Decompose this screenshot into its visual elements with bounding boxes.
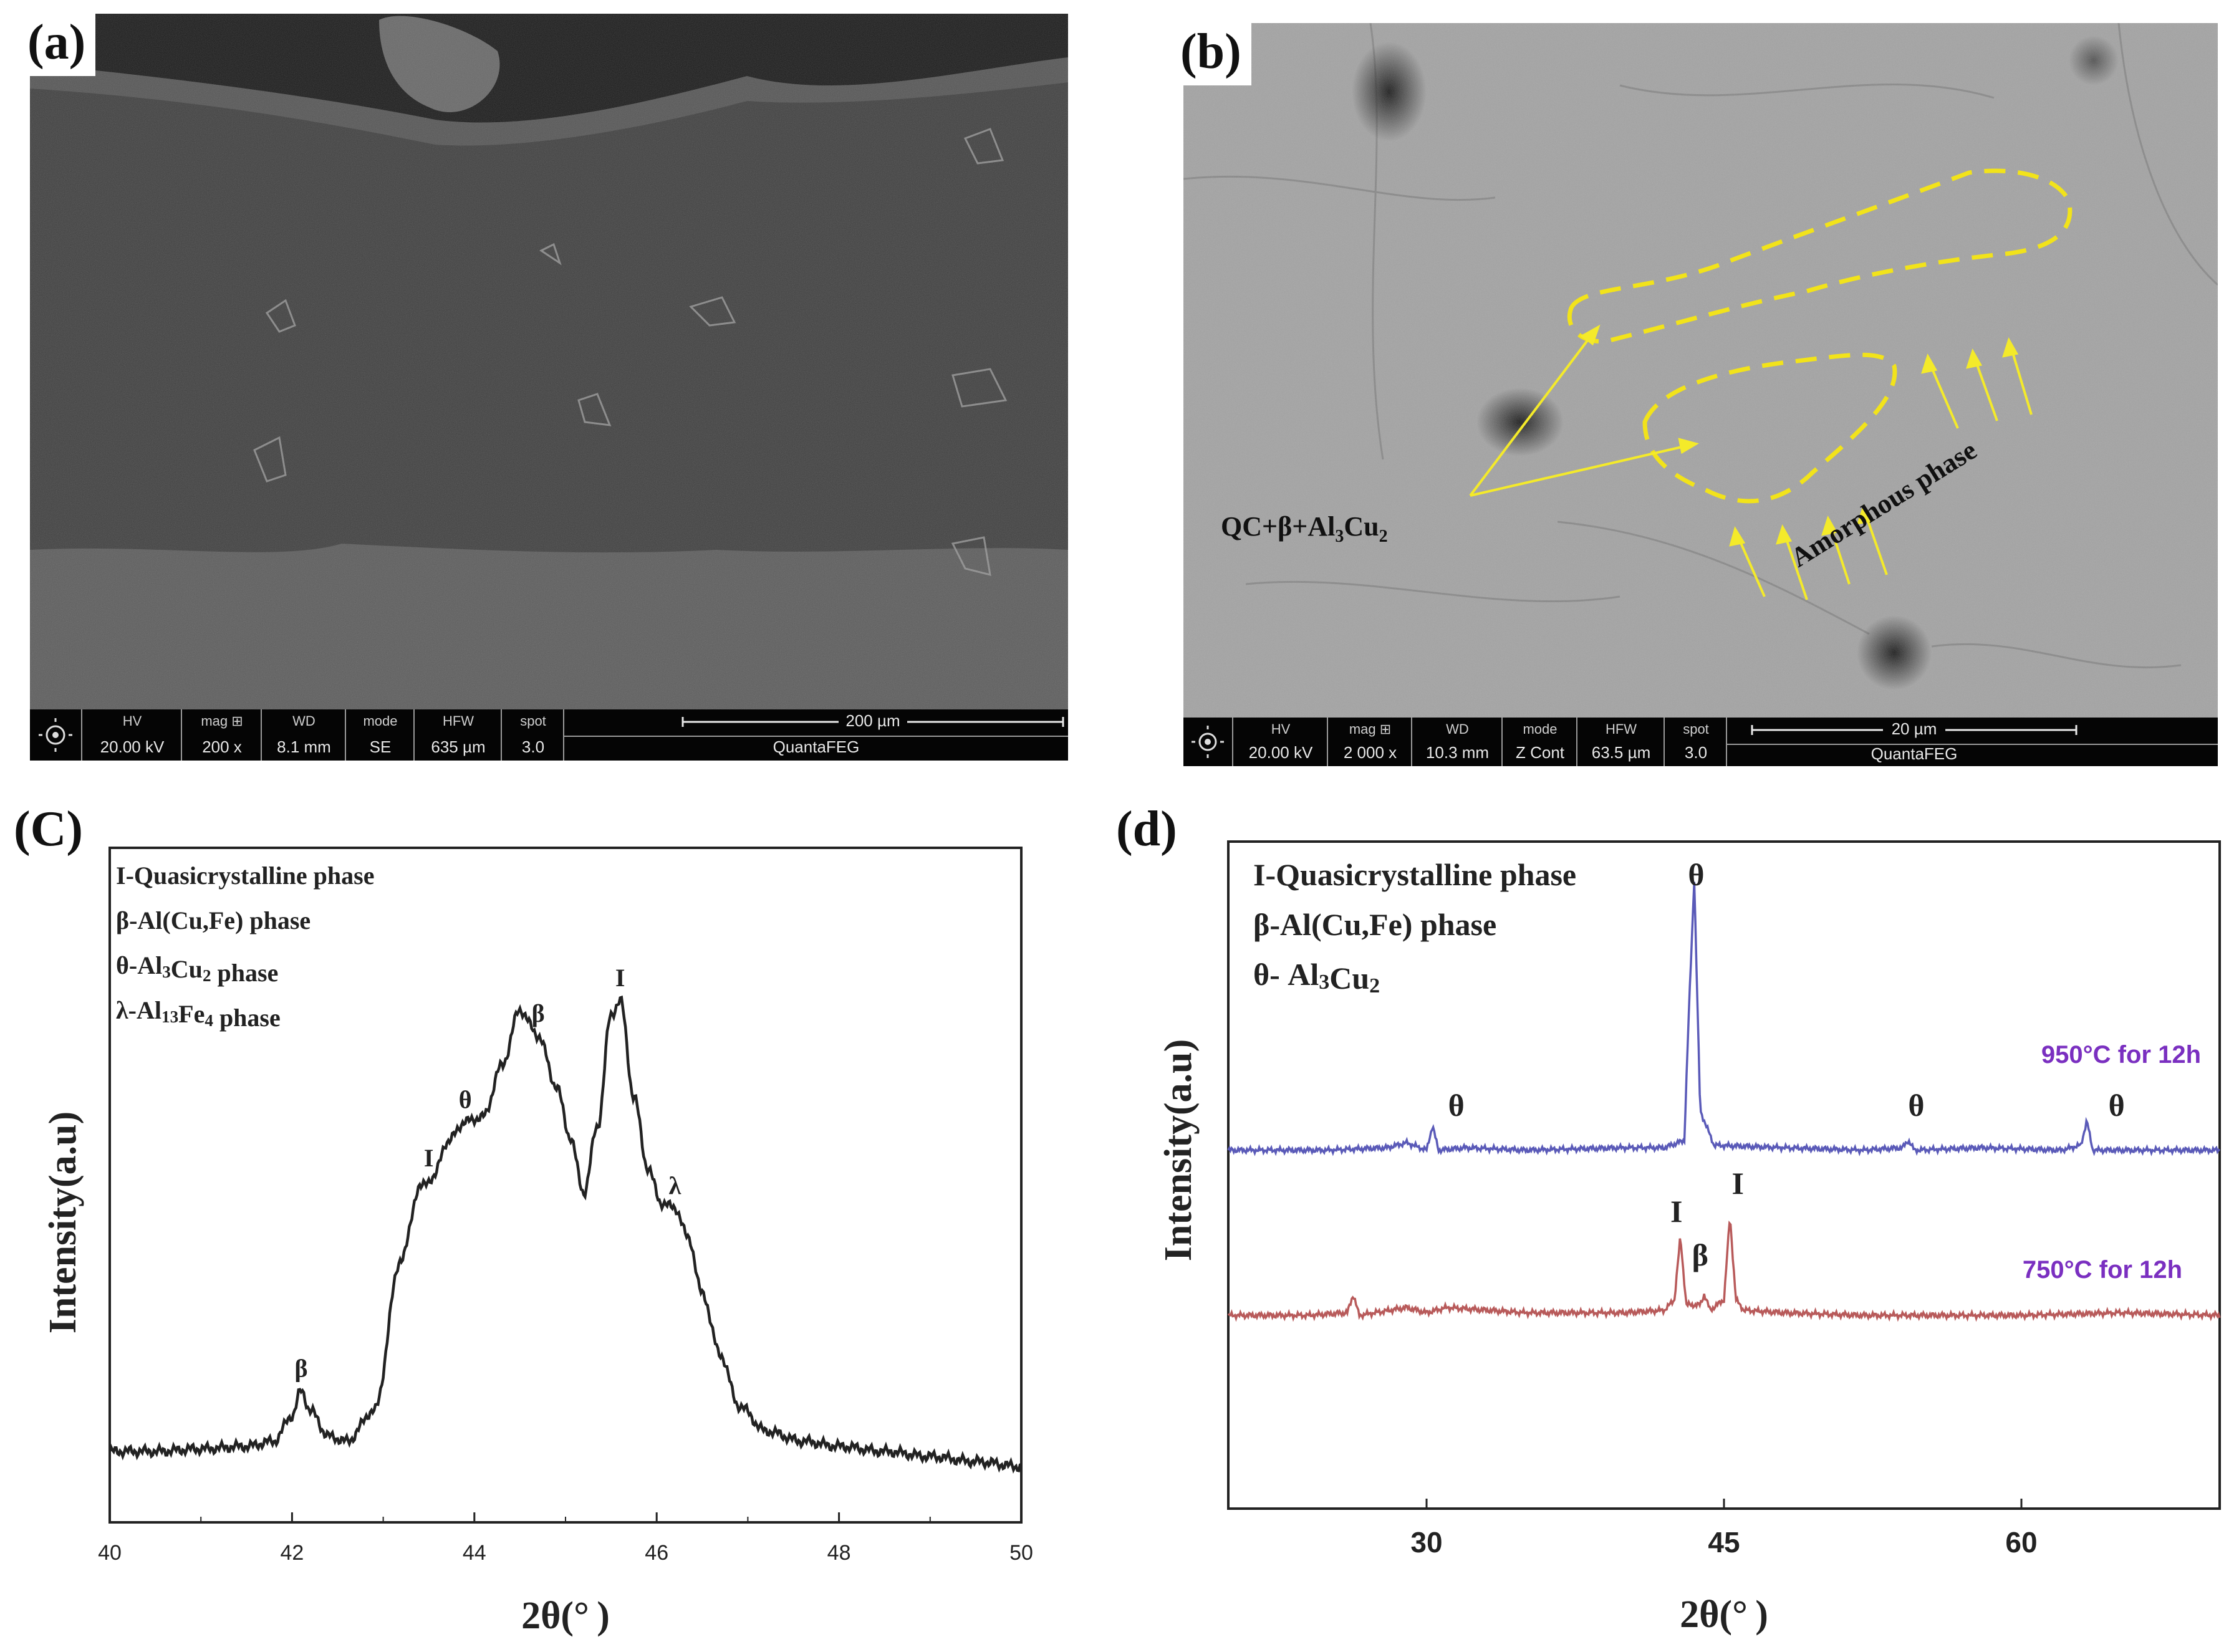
sem-databar-a: HV 20.00 kV mag ⊞ 200 x WD 8.1 mm mode SE HF… [30, 709, 1068, 761]
panel-label-d: (d) [1116, 802, 1177, 857]
legend-line: β-Al(Cu,Fe) phase [1253, 907, 1496, 942]
x-tick-label: 50 [1009, 1541, 1033, 1565]
peak-label: β [294, 1354, 307, 1382]
instrument-name-b: QuantaFEG [1871, 744, 1958, 763]
legend-line: I-Quasicrystalline phase [1253, 857, 1576, 892]
scale-bar-a [681, 712, 1064, 731]
databar-mag: mag ⊞ 2 000 x [1327, 718, 1412, 766]
series-label-950: 950°C for 12h [2041, 1041, 2201, 1069]
y-axis-label: Intensity(a.u) [1157, 1039, 1200, 1262]
xrd-curve-c [108, 995, 1023, 1474]
x-tick-label: 60 [2005, 1526, 2037, 1558]
fei-logo-icon [30, 709, 81, 761]
x-tick-label: 40 [98, 1541, 122, 1565]
peak-label: θ [1448, 1088, 1465, 1123]
x-tick-label: 45 [1708, 1526, 1740, 1558]
panel-label-a: (a) [22, 12, 96, 76]
peak-label: I [424, 1144, 434, 1172]
x-axis-label: 2θ(° ) [521, 1595, 610, 1637]
peak-label: θ [1688, 857, 1704, 892]
panel-label-b: (b) [1175, 22, 1251, 85]
databar-wd: WD 8.1 mm [261, 709, 346, 761]
scale-bar-b [1751, 720, 2078, 739]
legend-line: θ- Al3Cu2 [1253, 957, 1380, 997]
xrd-curve-d-0 [1227, 881, 2221, 1156]
legend-line: λ-Al13Fe4 phase [116, 996, 281, 1032]
legend-line: I-Quasicrystalline phase [116, 862, 374, 890]
databar-scale: 20 µm QuantaFEG [1726, 718, 2218, 766]
peak-label: β [532, 999, 545, 1027]
xrd-chart-c: 40 42 44 46 48 50 2θ(° ) Intensity(a.u) β Iθ β Iλ I-… [42, 847, 1033, 1637]
peak-label: I [615, 964, 625, 992]
databar-hfw: HFW 635 µm [413, 709, 502, 761]
legend-line: θ-Al3Cu2 phase [116, 951, 278, 987]
peak-label: λ [669, 1172, 681, 1200]
sem-micrograph-b [1183, 23, 2218, 766]
x-tick-label: 30 [1410, 1526, 1442, 1558]
xrd-curve-d-1 [1227, 1220, 2221, 1322]
panel-label-c: (C) [14, 802, 84, 857]
annotation-qc-beta-al3cu2: QC+β+Al3Cu2 [1221, 511, 1388, 546]
databar-spot: spot 3.0 [501, 709, 564, 761]
fei-logo-icon [1183, 718, 1232, 766]
sem-image-a: HV 20.00 kV mag ⊞ 200 x WD 8.1 mm mode SE HF… [30, 14, 1068, 761]
peak-label: I [1670, 1194, 1682, 1229]
xrd-chart-d: 30 45 60 2θ(° ) Intensity(a.u) 950°C for 12h 7… [1157, 840, 2221, 1636]
legend-line: β-Al(Cu,Fe) phase [116, 906, 311, 934]
x-tick-label: 46 [645, 1541, 668, 1565]
databar-spot: spot 3.0 [1664, 718, 1727, 766]
x-tick-label: 44 [463, 1541, 486, 1565]
scale-bar-label-a: 200 µm [845, 711, 900, 730]
databar-hfw: HFW 63.5 µm [1576, 718, 1665, 766]
x-tick-label: 48 [827, 1541, 851, 1565]
databar-mode: mode Z Cont [1501, 718, 1577, 766]
databar-mode: mode SE [345, 709, 415, 761]
x-axis-label: 2θ(° ) [1680, 1593, 1768, 1636]
peak-label: θ [459, 1085, 472, 1113]
databar-wd: WD 10.3 mm [1411, 718, 1503, 766]
y-axis-label: Intensity(a.u) [42, 1112, 84, 1334]
series-label-750: 750°C for 12h [2023, 1256, 2182, 1284]
peak-label: θ [2109, 1088, 2125, 1123]
scale-bar-label-b: 20 µm [1891, 719, 1937, 738]
databar-scale: 200 µm QuantaFEG [563, 709, 1068, 761]
sem-databar-b: HV 20.00 kV mag ⊞ 2 000 x WD 10.3 mm mode Z … [1183, 718, 2218, 766]
databar-mag: mag ⊞ 200 x [181, 709, 262, 761]
instrument-name-a: QuantaFEG [773, 737, 860, 756]
annotation-arrows [1469, 324, 2033, 600]
peak-label: β [1692, 1237, 1708, 1272]
databar-hv: HV 20.00 kV [81, 709, 182, 761]
x-tick-label: 42 [280, 1541, 304, 1565]
sem-micrograph-a [30, 14, 1068, 761]
databar-hv: HV 20.00 kV [1232, 718, 1328, 766]
peak-label: θ [1908, 1088, 1924, 1123]
peak-label: I [1732, 1166, 1744, 1201]
qc-region-outline [1567, 168, 2073, 504]
sem-image-b: QC+β+Al3Cu2 Amorphous phase HV 20.00 kV m… [1183, 23, 2218, 766]
plot-frame-c [108, 847, 1023, 1524]
